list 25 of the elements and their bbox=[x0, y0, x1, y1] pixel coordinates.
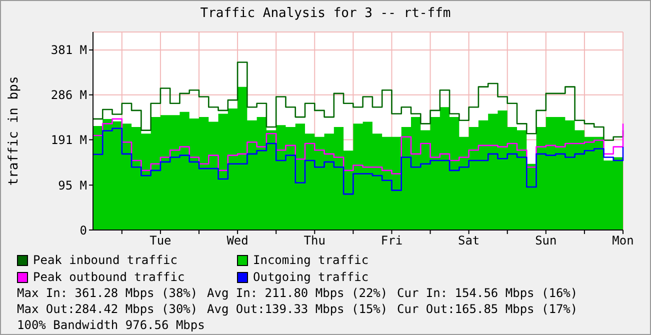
x-tick-label: Sat bbox=[458, 234, 480, 248]
x-tick-label: Sun bbox=[535, 234, 557, 248]
y-tick-label: 381 M bbox=[50, 43, 87, 58]
x-tick-label: Mon bbox=[612, 234, 634, 248]
x-tick-label: Tue bbox=[150, 234, 172, 248]
text: Avg In: 211.80 Mbps (22%) bbox=[207, 285, 389, 301]
x-tick-label: Wed bbox=[226, 234, 248, 248]
legend-label: Outgoing traffic bbox=[253, 269, 369, 285]
text: Max In: 361.28 Mbps (38%) bbox=[17, 285, 199, 301]
y-tick-label: 286 M bbox=[50, 88, 87, 102]
text: Avg Out:139.33 Mbps (15%) bbox=[207, 301, 389, 317]
text: Cur Out:165.85 Mbps (17%) bbox=[397, 301, 579, 317]
y-axis-title: traffic in bps bbox=[6, 76, 22, 186]
text: 100% Bandwidth 976.56 Mbps bbox=[17, 317, 206, 333]
legend-label: Peak outbound traffic bbox=[33, 269, 185, 285]
x-tick-label: Thu bbox=[304, 234, 326, 248]
text: Max Out:284.42 Mbps (30%) bbox=[17, 301, 199, 317]
series-label: Incoming traffic bbox=[253, 252, 369, 268]
x-tick-label: Fri bbox=[380, 234, 403, 248]
y-tick-label: 95 M bbox=[58, 178, 87, 192]
legend-label: Peak inbound traffic bbox=[33, 252, 178, 268]
y-tick-label: 191 M bbox=[50, 133, 87, 147]
text: Cur In: 154.56 Mbps (16%) bbox=[397, 285, 579, 301]
y-tick-label: 0 bbox=[80, 223, 87, 238]
chart-title: Traffic Analysis for 3 -- rt-ffm bbox=[199, 6, 452, 23]
